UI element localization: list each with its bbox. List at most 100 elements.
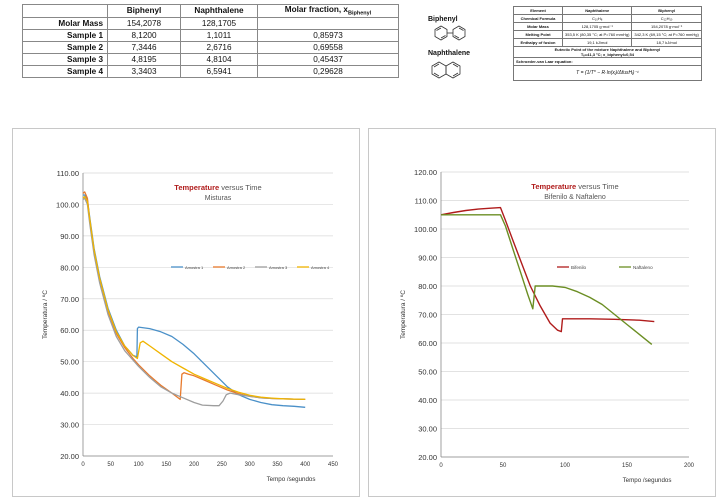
x-tick-label: 0 <box>439 463 443 469</box>
y-tick-label: 40.00 <box>60 389 79 398</box>
molecule-structures <box>431 25 466 79</box>
molar-fraction-table: Biphenyl Naphthalene Molar fraction, xBi… <box>22 4 399 78</box>
table-header-naphthalene: Naphthalene <box>180 4 258 18</box>
prop-naphthalene-cell: C₁₀H₈ <box>561 14 633 23</box>
chart-title-rest: versus Time <box>576 182 619 191</box>
prop-biphenyl-cell: 154,2078 g·mol⁻¹ <box>631 22 702 31</box>
prop-biphenyl-cell: C₁₂H₁₀ <box>631 14 702 23</box>
y-tick-label: 100.00 <box>56 200 79 209</box>
prop-label: Molar Mass <box>513 22 563 31</box>
prop-row: Molar Mass 128,1705 g·mol⁻¹ 154,2078 g·mol… <box>513 22 702 31</box>
table-row: Molar Mass 154,2078 128,1705 <box>22 16 399 30</box>
x-tick-label: 400 <box>300 462 311 468</box>
naphthalene-cell: 6,5941 <box>180 64 258 78</box>
y-tick-label: 50.00 <box>418 368 437 377</box>
y-tick-label: 110.00 <box>57 169 79 178</box>
prop-row: Chemical Formula C₁₀H₈ C₁₂H₁₀ <box>513 14 702 23</box>
equation-cell: T = (1/T* − R·ln(xᵢ)/ΔfusHᵢ)⁻¹ <box>513 65 702 81</box>
legend-label: Bifenilo <box>571 265 587 270</box>
row-label: Molar Mass <box>22 16 108 30</box>
legend-label: Amostra 1 <box>185 265 204 270</box>
y-tick-label: 100.00 <box>414 225 437 234</box>
mixtures-chart-frame: 20.00 30.00 40.00 50.00 60.00 70.00 80.00 90.00… <box>12 128 360 497</box>
x-tick-label: 100 <box>134 462 145 468</box>
biphenyl-cell: 8,1200 <box>107 28 181 42</box>
x-tick-label: 450 <box>328 462 339 468</box>
y-tick-label: 30.00 <box>418 425 437 434</box>
prop-header-row: Element Naphthalene Biphenyl <box>513 6 702 15</box>
y-axis-label: Temperatura / ºC <box>42 290 49 339</box>
y-tick-label: 70.00 <box>60 295 79 304</box>
chart-subtitle: Bifenilo & Naftaleno <box>544 194 606 201</box>
prop-naphthalene-cell: 353,5 K (80,35 °C; at P=760 mmHg) <box>561 30 633 39</box>
series-line-amostra-2 <box>82 191 306 401</box>
chart-subtitle: Misturas <box>205 195 232 202</box>
x-tick-label: 300 <box>245 462 256 468</box>
naphthalene-label: Naphthalene <box>428 50 471 57</box>
prop-row: Melting Point 353,5 K (80,35 °C; at P=760… <box>513 30 702 39</box>
x-tick-label: 200 <box>684 463 695 469</box>
prop-label: Melting Point <box>513 30 563 39</box>
row-label: Sample 4 <box>22 64 108 78</box>
x-tick-label: 350 <box>272 462 283 468</box>
y-tick-label: 90.00 <box>60 232 79 241</box>
equation-row: T = (1/T* − R·ln(xᵢ)/ΔfusHᵢ)⁻¹ <box>513 65 702 81</box>
table-row: Sample 1 8,1200 1,1011 0,85973 <box>22 28 399 42</box>
biphenyl-cell: 154,2078 <box>107 16 181 30</box>
naphthalene-cell: 2,6716 <box>180 40 258 54</box>
prop-header-element: Element <box>513 6 563 15</box>
biphenyl-cell: 7,3446 <box>107 40 181 54</box>
y-tick-label: 80.00 <box>60 263 79 272</box>
fraction-cell: 0,85973 <box>257 28 399 42</box>
eutectic-cell: Eutectic Point of the mixture Naphthalen… <box>513 46 702 58</box>
chart-title: Temperature versus Time <box>174 183 261 192</box>
x-tick-label: 0 <box>81 462 85 468</box>
x-tick-label: 50 <box>107 462 114 468</box>
chart-title: Temperature versus Time <box>531 182 618 191</box>
y-tick-label: 30.00 <box>60 421 79 430</box>
series-line-naftaleno <box>441 214 653 345</box>
eutectic-line2: Tₑ=41,3 °C; x_biphenyl=0,54 <box>580 52 634 57</box>
row-label: Sample 1 <box>22 28 108 42</box>
x-tick-label: 150 <box>622 463 633 469</box>
x-tick-label: 100 <box>560 463 571 469</box>
biphenyl-cell: 4,8195 <box>107 52 181 66</box>
fraction-cell: 0,69558 <box>257 40 399 54</box>
y-tick-label: 110.00 <box>415 197 437 206</box>
fraction-header-sub: Biphenyl <box>348 10 372 17</box>
legend-label: Amostra 2 <box>227 265 246 270</box>
prop-row: Enthalpy of fusion 19,1 kJ/mol 18,7 kJ/mol <box>513 38 702 47</box>
mixtures-chart: 20.00 30.00 40.00 50.00 60.00 70.00 80.00 90.00… <box>42 169 339 483</box>
y-tick-label: 60.00 <box>418 339 437 348</box>
x-tick-label: 150 <box>161 462 172 468</box>
biphenyl-cell: 3,3403 <box>107 64 181 78</box>
table-row: Sample 3 4,8195 4,8104 0,45437 <box>22 52 399 66</box>
x-axis-label: Tempo /segundos <box>267 476 316 483</box>
prop-header-naphthalene: Naphthalene <box>561 6 633 15</box>
row-label: Sample 2 <box>22 40 108 54</box>
prop-label: Enthalpy of fusion <box>513 38 563 47</box>
fraction-header-text: Molar fraction, x <box>284 5 348 14</box>
y-tick-label: 120.00 <box>414 168 437 177</box>
chart-title-bold: Temperature <box>174 183 219 192</box>
prop-biphenyl-cell: 18,7 kJ/mol <box>631 38 702 47</box>
prop-naphthalene-cell: 128,1705 g·mol⁻¹ <box>561 22 633 31</box>
schroeder-cell: Schroeder-van Laar equation: <box>513 57 702 66</box>
fraction-cell: 0,45437 <box>257 52 399 66</box>
table-header-blank <box>22 4 108 18</box>
prop-table-body: Chemical Formula C₁₀H₈ C₁₂H₁₀ Molar Mass 128… <box>513 14 702 47</box>
series-line-amostra-4 <box>82 195 306 401</box>
y-tick-label: 80.00 <box>418 282 437 291</box>
y-tick-label: 20.00 <box>418 453 437 462</box>
eutectic-row: Eutectic Point of the mixture Naphthalen… <box>513 46 702 58</box>
table-row: Sample 4 3,3403 6,5941 0,29628 <box>22 64 399 78</box>
table-header-row: Biphenyl Naphthalene Molar fraction, xBi… <box>22 4 399 18</box>
table-header-fraction: Molar fraction, xBiphenyl <box>257 4 399 18</box>
legend-label: Naftaleno <box>633 265 653 270</box>
chart-title-bold: Temperature <box>531 182 576 191</box>
naphthalene-cell: 1,1011 <box>180 28 258 42</box>
fraction-cell <box>257 16 399 30</box>
x-tick-label: 250 <box>217 462 228 468</box>
legend-label: Amostra 4 <box>311 265 330 270</box>
biphenyl-structure-icon <box>434 25 466 41</box>
